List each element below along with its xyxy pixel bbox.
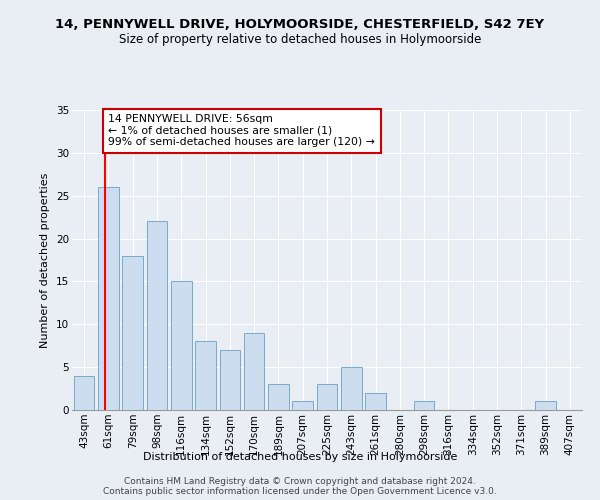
Text: Contains public sector information licensed under the Open Government Licence v3: Contains public sector information licen… — [103, 486, 497, 496]
Bar — [171, 282, 191, 410]
Bar — [292, 402, 313, 410]
Bar — [365, 393, 386, 410]
Bar — [122, 256, 143, 410]
Text: Size of property relative to detached houses in Holymoorside: Size of property relative to detached ho… — [119, 32, 481, 46]
Bar — [414, 402, 434, 410]
Bar — [98, 187, 119, 410]
Text: 14 PENNYWELL DRIVE: 56sqm
← 1% of detached houses are smaller (1)
99% of semi-de: 14 PENNYWELL DRIVE: 56sqm ← 1% of detach… — [109, 114, 376, 148]
Bar — [195, 342, 216, 410]
Text: Contains HM Land Registry data © Crown copyright and database right 2024.: Contains HM Land Registry data © Crown c… — [124, 476, 476, 486]
Bar — [146, 222, 167, 410]
Bar — [74, 376, 94, 410]
Bar — [220, 350, 240, 410]
Bar — [317, 384, 337, 410]
Y-axis label: Number of detached properties: Number of detached properties — [40, 172, 50, 348]
Text: Distribution of detached houses by size in Holymoorside: Distribution of detached houses by size … — [143, 452, 457, 462]
Bar — [268, 384, 289, 410]
Text: 14, PENNYWELL DRIVE, HOLYMOORSIDE, CHESTERFIELD, S42 7EY: 14, PENNYWELL DRIVE, HOLYMOORSIDE, CHEST… — [55, 18, 545, 30]
Bar — [535, 402, 556, 410]
Bar — [244, 333, 265, 410]
Bar — [341, 367, 362, 410]
